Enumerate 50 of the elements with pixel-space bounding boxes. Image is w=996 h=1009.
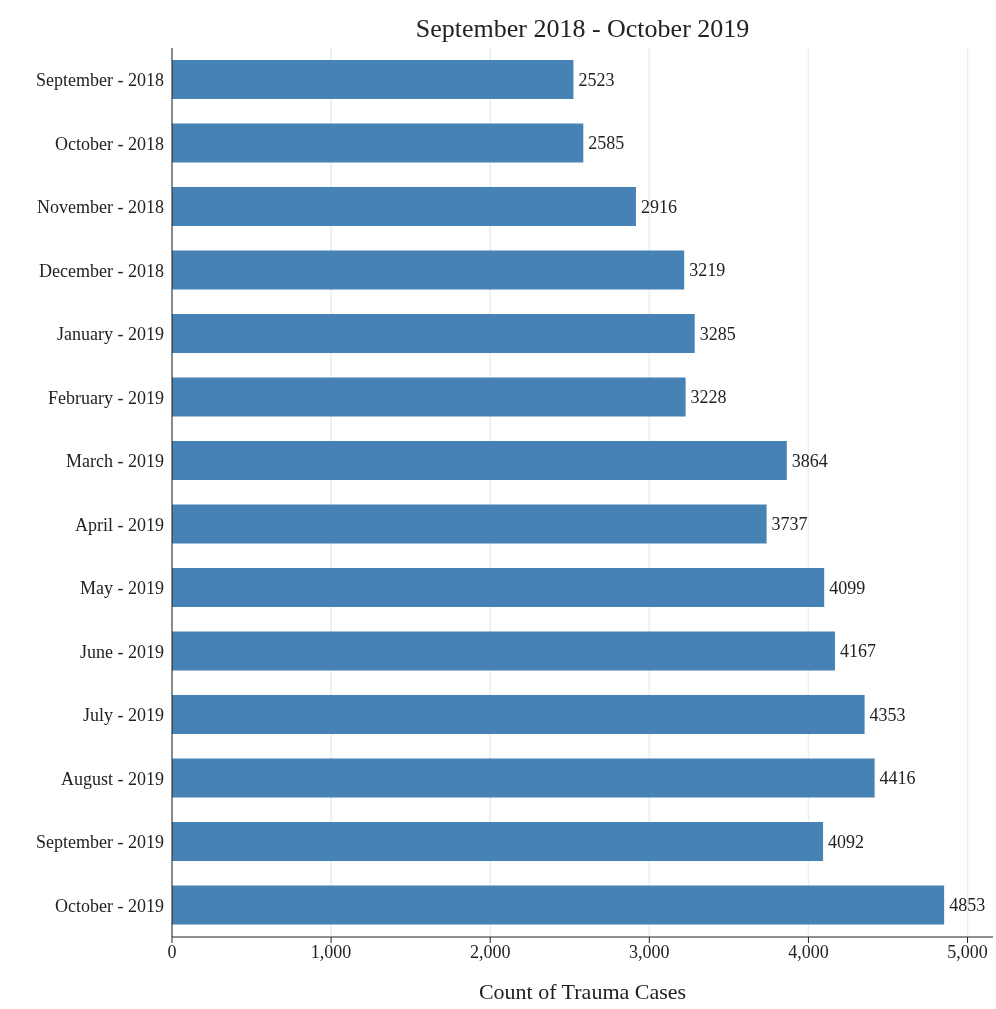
data-label: 3228 [690, 387, 727, 408]
x-tick-label: 4,000 [788, 941, 829, 962]
bar [172, 631, 836, 671]
bar [172, 822, 824, 862]
data-label: 4167 [840, 641, 877, 662]
data-label: 4853 [949, 895, 986, 916]
y-tick-label: July - 2019 [83, 705, 164, 726]
bar [172, 250, 685, 290]
data-label: 2916 [640, 196, 677, 217]
data-label: 4092 [828, 831, 865, 852]
x-tick-label: 3,000 [629, 941, 670, 962]
y-tick-label: August - 2019 [61, 768, 164, 789]
y-tick-label: November - 2018 [37, 197, 164, 218]
bar [172, 314, 695, 354]
data-label: 4416 [879, 768, 916, 789]
bar [172, 123, 584, 163]
y-tick-label: October - 2018 [55, 133, 164, 154]
y-tick-label: April - 2019 [75, 514, 164, 535]
data-label: 2523 [578, 69, 615, 90]
data-label: 4099 [829, 577, 866, 598]
bar [172, 758, 875, 798]
data-label: 3864 [791, 450, 828, 471]
data-label: 4353 [869, 704, 906, 725]
x-axis-title: Count of Trauma Cases [478, 979, 687, 1004]
bar [172, 377, 686, 417]
bar [172, 885, 945, 925]
data-label: 3219 [689, 260, 726, 281]
bar [172, 60, 574, 100]
data-label: 3285 [699, 323, 736, 344]
chart-title: September 2018 - October 2019 [414, 14, 751, 44]
data-label: 2585 [588, 133, 625, 154]
y-tick-label: December - 2018 [39, 260, 164, 281]
data-label: 3737 [771, 514, 808, 535]
y-tick-label: February - 2019 [48, 387, 164, 408]
x-tick-label: 0 [167, 941, 177, 962]
y-tick-label: October - 2019 [55, 895, 164, 916]
y-tick-label: January - 2019 [57, 324, 164, 345]
bar [172, 187, 636, 227]
x-tick-label: 5,000 [947, 941, 988, 962]
y-tick-label: May - 2019 [80, 578, 164, 599]
bar [172, 568, 825, 608]
x-tick-label: 1,000 [310, 941, 352, 962]
bar [172, 695, 865, 735]
x-tick-label: 2,000 [469, 941, 511, 962]
y-tick-label: March - 2019 [66, 451, 164, 472]
bar [172, 441, 787, 481]
y-tick-label: September - 2018 [36, 70, 164, 91]
bar [172, 504, 767, 544]
y-tick-label: September - 2019 [36, 832, 164, 853]
y-tick-label: June - 2019 [80, 641, 164, 662]
